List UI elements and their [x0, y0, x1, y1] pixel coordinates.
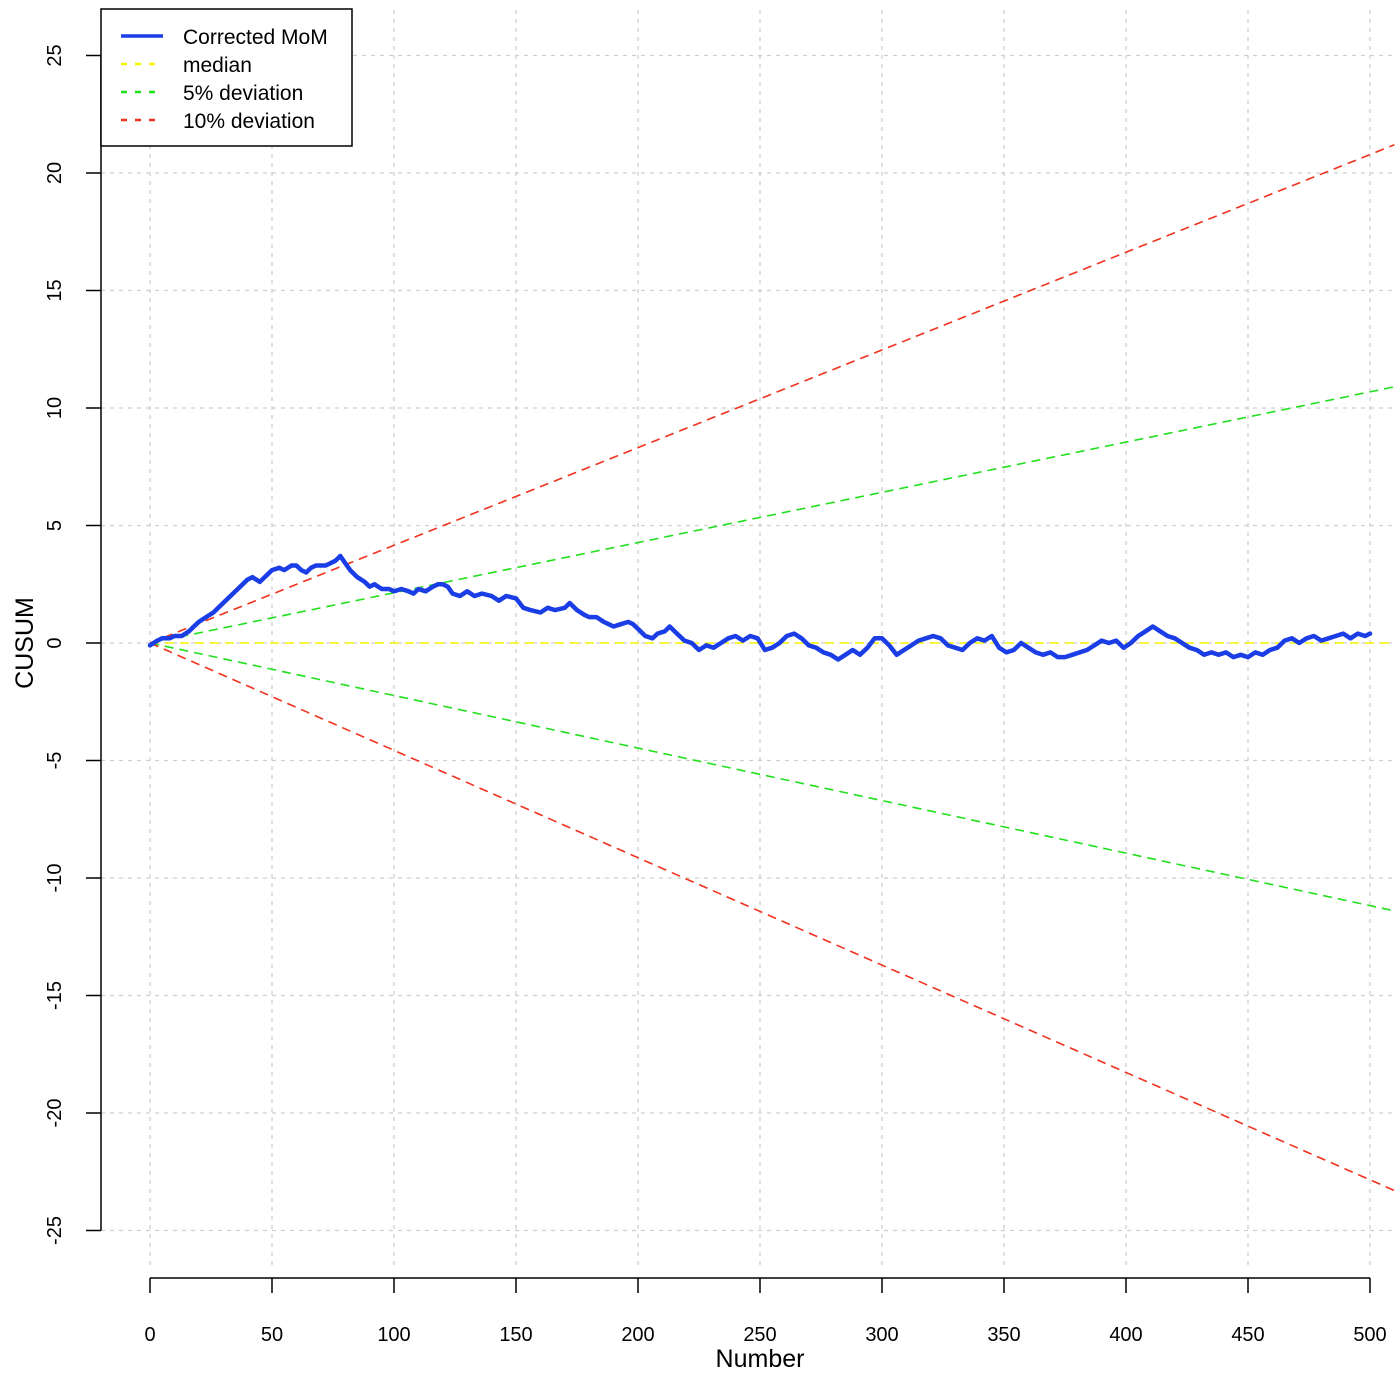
x-tick-label: 400 [1109, 1324, 1142, 1346]
y-tick-label: 15 [44, 279, 66, 301]
legend: Corrected MoM median 5% deviation 10% devia… [100, 8, 353, 147]
y-tick-label: 5 [44, 520, 66, 531]
x-tick-label: 200 [621, 1324, 654, 1346]
y-tick-label: -20 [44, 1099, 66, 1128]
x-axis: 0 50 100 150 200 250 300 350 400 450 500 [144, 1277, 1387, 1346]
y-tick-label: 0 [44, 637, 66, 648]
series-10-deviation-lower [149, 642, 1395, 1192]
x-tick-label: 0 [144, 1324, 155, 1346]
x-axis-title: Number [716, 1345, 805, 1373]
series-5-deviation-upper [149, 386, 1395, 644]
x-tick-label: 450 [1231, 1324, 1264, 1346]
y-tick-label: 25 [44, 44, 66, 66]
y-tick-label: 20 [44, 162, 66, 184]
y-tick-label: 10 [44, 397, 66, 419]
y-tick-label: -15 [44, 981, 66, 1010]
y-tick-label: -25 [44, 1216, 66, 1245]
legend-box [100, 8, 353, 147]
x-tick-label: 150 [499, 1324, 532, 1346]
reference-lines [149, 144, 1395, 1192]
series-5-deviation-lower [149, 642, 1395, 912]
x-tick-label: 50 [261, 1324, 283, 1346]
x-tick-label: 250 [743, 1324, 776, 1346]
x-tick-label: 350 [987, 1324, 1020, 1346]
legend-label: 5% deviation [183, 82, 303, 105]
y-tick-label: -5 [44, 752, 66, 770]
grid-lines [101, 10, 1396, 1270]
y-axis: -25 -20 -15 -10 -5 0 5 10 15 20 25 [44, 44, 102, 1245]
x-tick-label: 300 [865, 1324, 898, 1346]
legend-label: 10% deviation [183, 110, 315, 133]
legend-label: Corrected MoM [183, 26, 328, 49]
y-axis-title: CUSUM [11, 597, 39, 689]
x-tick-label: 100 [377, 1324, 410, 1346]
legend-label: median [183, 54, 252, 77]
y-tick-label: -10 [44, 864, 66, 893]
data-series [147, 553, 1373, 662]
series-corrected-mom-line [147, 553, 1373, 662]
series-10-deviation-upper [149, 144, 1395, 644]
x-tick-label: 500 [1353, 1324, 1386, 1346]
